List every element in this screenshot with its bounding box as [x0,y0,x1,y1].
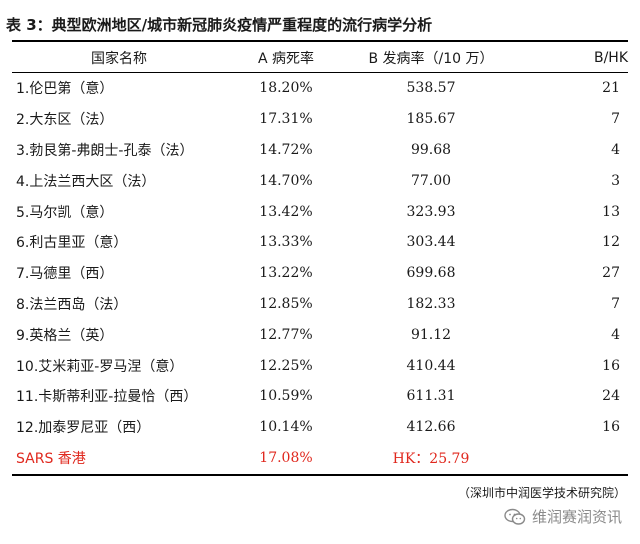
table-row: 3.勃艮第-弗朗士-孔泰（法） 14.72% 99.68 4 [12,135,636,166]
cell-country: 8.法兰西岛（法） [16,296,128,313]
cell-incidence-rate: 323.93 [406,203,456,220]
sars-row: SARS 香港 17.08% HK：25.79 [12,443,636,474]
cell-incidence-rate: 91.12 [410,326,452,343]
cell-country: 11.卡斯蒂利亚-拉曼恰（西） [16,389,198,406]
cell-fatality-rate: 18.20% [259,80,313,97]
table-row: 1.伦巴第（意） 18.20% 538.57 21 [12,73,636,104]
cell-fatality-rate: 17.08% [259,449,313,466]
cell-ratio [516,443,636,474]
cell-ratio: 4 [611,141,620,158]
cell-incidence-rate: 699.68 [406,265,456,282]
cell-fatality-rate: 10.59% [259,388,313,405]
cell-country: SARS 香港 [16,450,86,467]
cell-incidence-rate: 412.66 [406,419,456,436]
cell-fatality-rate: 13.42% [259,203,313,220]
cell-country: 7.马德里（西） [16,266,114,283]
cell-ratio: 16 [602,357,620,374]
cell-fatality-rate: 17.31% [259,111,313,128]
cell-ratio: 13 [602,203,620,220]
bottom-rule [12,474,628,476]
table-row: 2.大东区（法） 17.31% 185.67 7 [12,104,636,135]
cell-ratio: 7 [611,111,620,128]
cell-ratio: 21 [602,80,620,97]
table-row: 6.利古里亚（意） 13.33% 303.44 12 [12,227,636,258]
watermark: 维润赛润资讯 [504,506,622,527]
cell-ratio: 12 [602,234,620,251]
cell-incidence-rate: 182.33 [406,295,456,312]
cell-country: 9.英格兰（英） [16,327,114,344]
cell-fatality-rate: 13.22% [259,265,313,282]
cell-incidence-rate: 410.44 [406,357,456,374]
table-row: 5.马尔凯（意） 13.42% 323.93 13 [12,196,636,227]
cell-incidence-rate: 303.44 [406,234,456,251]
cell-country: 6.利古里亚（意） [16,235,128,252]
header-rule [12,72,628,73]
table-row: 8.法兰西岛（法） 12.85% 182.33 7 [12,289,636,320]
cell-ratio: 7 [611,295,620,312]
wechat-icon [504,508,526,525]
header-incidence-rate: B 发病率（/10 万） [368,50,494,67]
epidemiology-table: 国家名称 A 病死率 B 发病率（/10 万） B/HK 1.伦巴第（意） 18.… [12,42,636,473]
cell-incidence-rate: 77.00 [410,172,452,189]
table-row: 10.艾米莉亚-罗马涅（意） 12.25% 410.44 16 [12,350,636,381]
cell-ratio: 27 [602,265,620,282]
cell-incidence-rate: 538.57 [406,80,456,97]
cell-incidence-rate: 99.68 [410,141,452,158]
top-rule [12,40,628,42]
cell-ratio: 3 [611,172,620,189]
cell-fatality-rate: 10.14% [259,419,313,436]
header-ratio: B/HK [593,49,628,66]
watermark-text: 维润赛润资讯 [531,508,622,526]
table-row: 4.上法兰西大区（法） 14.70% 77.00 3 [12,165,636,196]
cell-fatality-rate: 14.72% [259,141,313,158]
table-row: 7.马德里（西） 13.22% 699.68 27 [12,258,636,289]
cell-ratio: 4 [611,326,620,343]
cell-ratio: 24 [602,388,620,405]
cell-incidence-rate: 611.31 [406,388,456,405]
cell-fatality-rate: 13.33% [259,234,313,251]
table-row: 11.卡斯蒂利亚-拉曼恰（西） 10.59% 611.31 24 [12,381,636,412]
cell-country: 4.上法兰西大区（法） [16,173,156,190]
cell-country: 12.加泰罗尼亚（西） [16,420,151,437]
table-row: 12.加泰罗尼亚（西） 10.14% 412.66 16 [12,412,636,443]
cell-country: 1.伦巴第（意） [16,81,114,98]
source-note: （深圳市中润医学技术研究院） [457,486,626,500]
cell-country: 5.马尔凯（意） [16,204,114,221]
header-row: 国家名称 A 病死率 B 发病率（/10 万） B/HK [12,42,636,73]
cell-fatality-rate: 12.77% [259,326,313,343]
cell-fatality-rate: 12.25% [259,357,313,374]
cell-fatality-rate: 14.70% [259,172,313,189]
cell-country: 3.勃艮第-弗朗士-孔泰（法） [16,142,194,159]
cell-incidence-rate: 185.67 [406,111,456,128]
cell-fatality-rate: 12.85% [259,295,313,312]
table-row: 9.英格兰（英） 12.77% 91.12 4 [12,319,636,350]
cell-ratio: 16 [602,419,620,436]
header-country: 国家名称 [91,50,147,67]
header-fatality-rate: A 病死率 [257,50,315,67]
cell-incidence-rate: HK：25.79 [392,450,470,467]
cell-country: 10.艾米莉亚-罗马涅（意） [16,358,184,375]
cell-country: 2.大东区（法） [16,112,114,129]
table-title: 表 3：典型欧洲地区/城市新冠肺炎疫情严重程度的流行病学分析 [6,16,433,34]
